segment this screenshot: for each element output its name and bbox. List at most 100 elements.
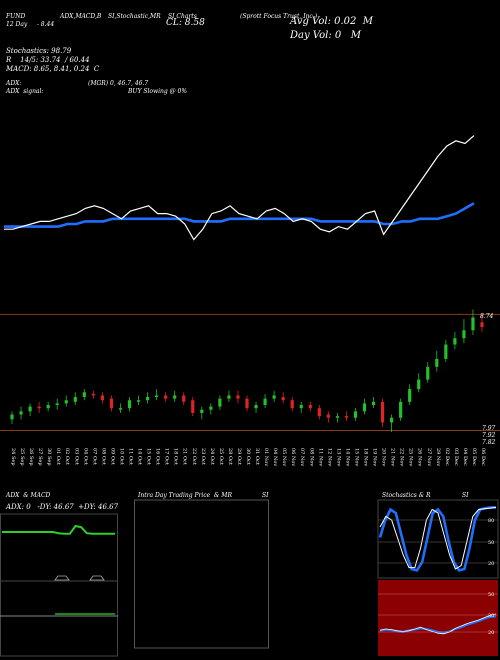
date-tick-label: 29 Nov <box>435 448 441 466</box>
candle-body <box>290 400 294 409</box>
macd-label: MACD: 8.65, 8.41, 0.24 C <box>6 65 100 73</box>
ma-series-0 <box>4 135 475 241</box>
candle-body <box>390 417 394 423</box>
date-tick-label: 18 Oct <box>173 448 179 465</box>
date-tick-label: 30 Oct <box>245 448 251 465</box>
date-tick-label: 18 Nov <box>363 448 369 466</box>
candle-body <box>480 322 484 328</box>
date-tick-label: 31 Oct <box>254 448 260 465</box>
candle-body <box>371 401 376 405</box>
date-tick-label: 27 Nov <box>426 448 432 466</box>
candle-body <box>127 400 132 409</box>
mrsi-tick-label: 50 <box>488 592 494 598</box>
intraday-title: Intra Day Trading Price & MR <box>138 492 232 499</box>
stoch-series-1 <box>379 506 497 570</box>
candle-body <box>317 408 321 417</box>
adx-panel-frame <box>0 513 118 657</box>
date-tick-label: 03 Dec <box>453 448 459 466</box>
candle-body <box>326 414 330 418</box>
date-tick-label: 11 Nov <box>317 448 323 466</box>
header-label-3: SI Charts <box>168 13 197 20</box>
date-tick-label: 12 Nov <box>326 448 332 466</box>
candle-body <box>73 397 77 402</box>
mrsi-tick-label: 20 <box>488 630 494 636</box>
candle-body <box>227 395 231 399</box>
stochastics-label: Stochastics: 98.79 <box>6 47 72 55</box>
date-tick-label: 28 Oct <box>227 448 233 465</box>
candle-body <box>462 330 466 339</box>
candle-body <box>118 408 123 410</box>
candle-body <box>64 400 68 404</box>
price-label-low-3: 7.82 <box>482 439 496 446</box>
stoch-tick-label: 20 <box>488 561 494 567</box>
date-tick-label: 21 Nov <box>390 448 396 466</box>
adx-bump-1 <box>54 575 70 581</box>
candle-body <box>28 406 32 412</box>
date-tick-label: 10 Oct <box>118 448 124 465</box>
date-tick-label: 19 Nov <box>372 448 378 466</box>
mrsi-series-1 <box>379 613 497 635</box>
candle-body <box>10 414 14 420</box>
ma-series-1 <box>4 202 475 228</box>
date-tick-label: 22 Nov <box>399 448 405 466</box>
date-tick-label: 01 Oct <box>55 448 61 465</box>
adx-macd-values: ADX: 0 -DY: 46.67 +DY: 46.67 <box>6 503 119 511</box>
adx-signal-label: ADX signal: <box>6 88 44 95</box>
date-tick-label: 06 Dec <box>480 448 486 466</box>
avg-volume-label: Avg Vol: 0.02 M <box>290 16 373 27</box>
date-tick-label: 04 Dec <box>462 448 468 466</box>
date-tick-label: 02 Dec <box>444 448 450 466</box>
candle-body <box>426 366 430 380</box>
date-tick-label: 15 Oct <box>146 448 152 465</box>
candle-body <box>245 398 249 409</box>
intraday-panel-frame <box>134 499 269 649</box>
candle-body <box>417 379 421 390</box>
date-tick-label: 24 Sep <box>10 448 16 466</box>
date-tick-label: 17 Oct <box>164 448 170 465</box>
date-tick-label: 01 Nov <box>263 448 269 466</box>
date-tick-label: 14 Nov <box>344 448 350 466</box>
candle-body <box>55 403 59 405</box>
date-tick-label: 25 Sep <box>19 448 25 466</box>
stoch-tick-label: 80 <box>488 518 494 524</box>
day-info-label: 12 Day - 8.44 <box>6 21 55 28</box>
candle-body <box>91 393 95 396</box>
candle-body <box>173 395 177 399</box>
date-tick-label: 07 Oct <box>91 448 97 465</box>
candle-body <box>218 398 222 407</box>
candle-body <box>344 416 349 418</box>
candle-body <box>136 400 141 402</box>
date-tick-label: 04 Nov <box>272 448 278 466</box>
mrsi-tick-label: 30 <box>488 613 494 619</box>
candle-body <box>236 395 240 399</box>
r-line-label: R 14/5: 33.74 / 60.44 <box>6 56 90 64</box>
date-tick-label: 25 Nov <box>408 448 414 466</box>
stochastics-title-2: SI <box>462 492 469 499</box>
price-label-top: 8.74 <box>480 313 494 320</box>
candle-body <box>37 406 41 409</box>
candle-body <box>263 398 267 405</box>
date-tick-label: 15 Nov <box>353 448 359 466</box>
mrsi-panel-bg <box>378 580 498 656</box>
date-tick-label: 25 Oct <box>218 448 224 465</box>
candle-body <box>399 401 403 418</box>
candle-body <box>362 403 367 412</box>
date-tick-label: 27 Sep <box>37 448 43 466</box>
header-label-1: ADX,MACD,B <box>60 13 102 20</box>
date-tick-label: 26 Sep <box>28 448 34 466</box>
date-tick-label: 29 Oct <box>236 448 242 465</box>
date-tick-label: 04 Oct <box>82 448 88 465</box>
date-tick-label: 08 Nov <box>308 448 314 466</box>
price-label-low-1: 7.97 <box>482 425 496 432</box>
adx-line <box>2 524 115 535</box>
candle-body <box>453 338 457 345</box>
candle-body <box>254 405 258 409</box>
adx-values-label: (MGR) 0, 46.7, 46.7 <box>88 80 149 87</box>
date-tick-label: 20 Nov <box>381 448 387 466</box>
adx-bump-2 <box>89 575 105 581</box>
header-label-2: SI,Stochastic,MR <box>108 13 161 20</box>
date-tick-label: 14 Oct <box>137 448 143 465</box>
date-tick-label: 30 Sep <box>46 448 52 466</box>
